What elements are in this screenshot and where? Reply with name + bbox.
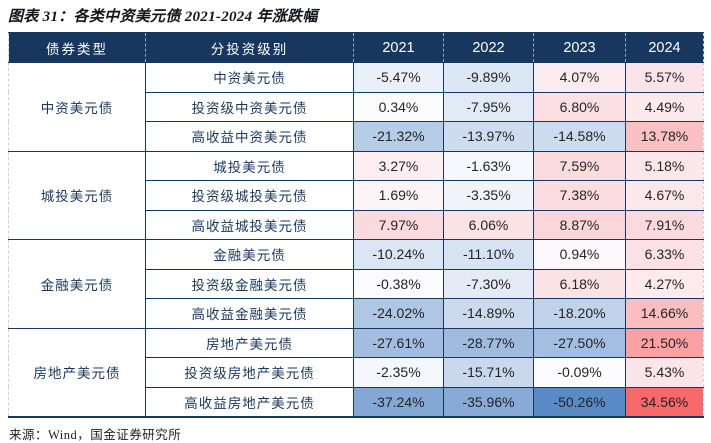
bond-subtype-cell: 投资级城投美元债 [145,180,354,211]
value-cell: 21.50% [625,327,704,358]
report-figure: 图表 31：各类中资美元债 2021-2024 年涨跌幅 债券类型 分投资级别 … [8,9,704,442]
bond-type-cell: 城投美元债 [8,150,146,240]
source-note: 来源：Wind，国金证券研究所 [9,428,182,442]
bond-subtype-cell: 城投美元债 [145,150,354,181]
table-row: 高收益城投美元债 7.97% 6.06% 8.87% 7.91% [9,209,704,240]
bond-subtype-cell: 高收益城投美元债 [145,209,354,240]
column-header-2022: 2022 [443,32,534,63]
table-body: 中资美元债 中资美元债 -5.47% -9.89% 4.07% 5.57% 投资级中资美元债… [8,62,704,418]
figure-title: 图表 31：各类中资美元债 2021-2024 年涨跌幅 [8,9,318,25]
table-row: 投资级金融美元债 -0.38% -7.30% 6.18% 4.27% [9,268,704,299]
table-row: 投资级中资美元债 0.34% -7.95% 6.80% 4.49% [9,91,704,122]
table-row: 投资级房地产美元债 -2.35% -15.71% -0.09% 5.43% [9,357,704,388]
value-cell: -27.50% [533,327,626,358]
bond-subtype-cell: 金融美元债 [145,239,354,270]
value-cell: 5.43% [625,357,704,388]
value-cell: -7.95% [443,91,534,122]
value-cell: -0.38% [353,268,444,299]
bond-subtype-cell: 投资级中资美元债 [145,91,354,122]
bond-subtype-cell: 投资级金融美元债 [145,268,354,299]
table-row: 房地产美元债 房地产美元债 -27.61% -28.77% -27.50% 21.50% [8,327,704,418]
value-cell: -15.71% [443,357,534,388]
value-cell: -28.77% [443,327,534,358]
value-cell: -0.09% [533,357,626,388]
value-cell: 6.33% [625,239,704,270]
value-cell: 6.06% [443,209,534,240]
value-cell: -37.24% [353,386,444,418]
column-header-2021: 2021 [353,32,444,63]
value-cell: -10.24% [353,239,444,270]
value-cell: 7.59% [533,150,626,181]
value-cell: -13.97% [443,121,534,152]
value-cell: -35.96% [443,386,534,418]
column-header-bond-type: 债券类型 [8,32,146,63]
value-cell: 3.27% [353,150,444,181]
value-cell: 14.66% [625,298,704,329]
value-cell: 0.34% [353,91,444,122]
value-cell: 0.94% [533,239,626,270]
value-cell: -14.89% [443,298,534,329]
value-cell: 7.38% [533,180,626,211]
value-cell: -21.32% [353,121,444,152]
table-header: 债券类型 分投资级别 2021 2022 2023 2024 [8,32,704,63]
value-cell: -3.35% [443,180,534,211]
value-cell: -11.10% [443,239,534,270]
bond-type-cell: 房地产美元债 [8,327,146,418]
value-cell: 6.80% [533,91,626,122]
value-cell: 5.57% [625,62,704,93]
bond-subtype-cell: 中资美元债 [145,62,354,93]
value-cell: 5.18% [625,150,704,181]
table-row: 城投美元债 城投美元债 3.27% -1.63% 7.59% 5.18% [8,150,704,240]
bond-type-cell: 中资美元债 [8,62,146,152]
bond-type-cell: 金融美元债 [8,239,146,329]
table-row: 投资级城投美元债 1.69% -3.35% 7.38% 4.67% [9,180,704,211]
header-row: 债券类型 分投资级别 2021 2022 2023 2024 [8,32,704,63]
bond-subtype-cell: 高收益房地产美元债 [145,386,354,418]
value-cell: -24.02% [353,298,444,329]
column-header-2024: 2024 [625,32,704,63]
value-cell: 1.69% [353,180,444,211]
value-cell: -7.30% [443,268,534,299]
value-cell: 13.78% [625,121,704,152]
value-cell: 7.91% [625,209,704,240]
table-row: 高收益金融美元债 -24.02% -14.89% -18.20% 14.66% [9,298,704,329]
value-cell: 4.67% [625,180,704,211]
table-row: 高收益中资美元债 -21.32% -13.97% -14.58% 13.78% [9,121,704,152]
value-cell: 4.07% [533,62,626,93]
value-cell: 4.49% [625,91,704,122]
bond-returns-table: 债券类型 分投资级别 2021 2022 2023 2024 中资美元债 中资美元… [8,32,704,418]
value-cell: -1.63% [443,150,534,181]
value-cell: -14.58% [533,121,626,152]
table-row: 中资美元债 中资美元债 -5.47% -9.89% 4.07% 5.57% [8,62,704,152]
value-cell: -50.26% [533,386,626,418]
column-header-2023: 2023 [533,32,626,63]
value-cell: -9.89% [443,62,534,93]
value-cell: -27.61% [353,327,444,358]
value-cell: 7.97% [353,209,444,240]
value-cell: 4.27% [625,268,704,299]
bond-subtype-cell: 高收益金融美元债 [145,298,354,329]
value-cell: -18.20% [533,298,626,329]
value-cell: 8.87% [533,209,626,240]
bond-subtype-cell: 高收益中资美元债 [145,121,354,152]
table-row: 金融美元债 金融美元债 -10.24% -11.10% 0.94% 6.33% [8,239,704,329]
value-cell: -5.47% [353,62,444,93]
value-cell: -2.35% [353,357,444,388]
value-cell: 34.56% [625,386,704,418]
value-cell: 6.18% [533,268,626,299]
bond-subtype-cell: 投资级房地产美元债 [145,357,354,388]
bond-subtype-cell: 房地产美元债 [145,327,354,358]
column-header-grade: 分投资级别 [145,32,354,63]
